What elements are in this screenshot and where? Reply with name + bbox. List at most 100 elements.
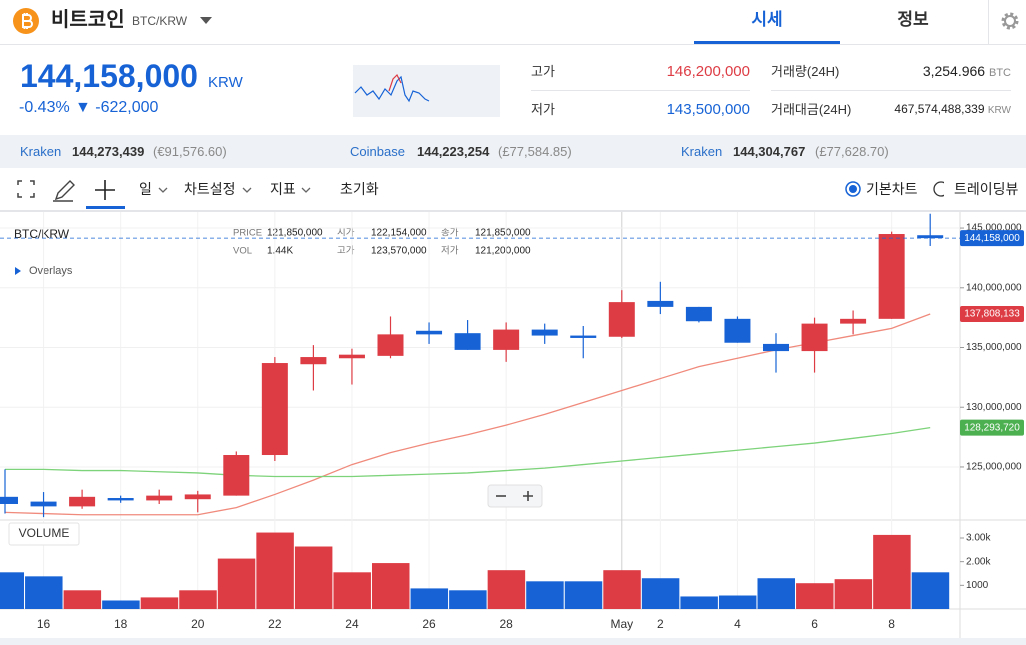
candle-body [878, 234, 905, 319]
candle-body [377, 334, 404, 356]
info-value: 122,154,000 [371, 228, 427, 239]
price-tag [960, 305, 1024, 322]
exchange-converted: (€91,576.60) [153, 144, 227, 159]
exchange-name: Kraken [681, 144, 723, 159]
overlays-toggle[interactable] [15, 267, 21, 275]
candle-body [763, 343, 789, 352]
overlays[interactable]: Overlays [29, 265, 73, 277]
stat-value: 146,200,000 [666, 63, 750, 80]
candle-body [107, 498, 134, 501]
candle-body [531, 329, 558, 336]
tab[interactable]: 정보 [897, 10, 929, 29]
price-tag-label: 144,158,000 [964, 233, 1020, 244]
volume-bar [757, 578, 795, 609]
change-amount: ▼ -622,000 [75, 99, 159, 116]
stat-value: 3,254.966 BTC [923, 64, 1011, 79]
current-price: 144,158,000 [20, 58, 198, 94]
volume-bar [256, 532, 294, 609]
candle-body [0, 496, 18, 504]
candle-body [493, 329, 520, 350]
radio-group [845, 181, 944, 197]
crosshair-icon[interactable] [95, 180, 115, 200]
divider [0, 210, 1026, 212]
zoom-in[interactable] [523, 491, 533, 501]
volume-title-box [8, 522, 80, 546]
info-label: 종가 [441, 228, 459, 239]
selected-indicator [86, 206, 125, 209]
zoom-controls [487, 484, 543, 508]
x-tick-label: 20 [191, 617, 205, 631]
y-tick-label: 130,000,000 [966, 402, 1022, 413]
top-bar [0, 0, 1026, 45]
y-tick-label: 140,000,000 [966, 282, 1022, 293]
volume-bar [372, 563, 410, 609]
candle-body [184, 494, 211, 500]
candle-body [917, 235, 944, 239]
candle-body [647, 300, 674, 307]
candle-body [416, 330, 443, 335]
menu-caret [158, 187, 311, 193]
exchange-name: Coinbase [350, 144, 405, 159]
info-label: 저가 [441, 246, 459, 257]
price-unit: KRW [208, 74, 243, 91]
stat-label: 거래량(24H) [771, 64, 840, 79]
pair-dropdown[interactable] [198, 14, 214, 26]
sparkline [353, 65, 500, 117]
volume-bar [333, 572, 371, 609]
price-tag-label: 137,808,133 [964, 309, 1020, 320]
candle-body [300, 357, 327, 365]
y-tick-label: 125,000,000 [966, 462, 1022, 473]
volume-bar [294, 546, 333, 609]
candle-body [685, 306, 712, 322]
volume-bar [25, 576, 63, 609]
fullscreen-icon[interactable] [17, 180, 35, 198]
volume-bar [410, 588, 449, 609]
radio-label[interactable]: 트레이딩뷰 [954, 181, 1019, 197]
tab-active[interactable]: 시세 [694, 0, 840, 44]
draw-icon[interactable] [53, 180, 75, 202]
footer-band [0, 638, 1026, 645]
candle-body [608, 302, 635, 337]
volume-bar [718, 595, 757, 609]
menu[interactable]: 일 [139, 181, 152, 197]
settings-icon[interactable] [998, 9, 1022, 33]
volume-bar [641, 578, 680, 609]
volume-bar [911, 572, 950, 609]
candle-body [69, 496, 96, 507]
volume-tick-label: 1000 [966, 580, 989, 591]
volume-tick-label: 2.00k [966, 556, 991, 567]
volume-bar [526, 581, 564, 609]
menu[interactable]: 지표 [270, 181, 296, 197]
stat-value: 467,574,488,339 KRW [894, 103, 1011, 116]
stat-unit: KRW [987, 105, 1011, 116]
divider [531, 90, 750, 91]
exchange-price: 144,273,439 [72, 144, 145, 159]
candle-body [261, 363, 288, 456]
volume-bar [603, 570, 641, 609]
x-tick-label: 26 [422, 617, 436, 631]
y-tick-label: 145,000,000 [966, 223, 1022, 234]
volume-bar [0, 572, 24, 609]
candle-body [338, 354, 365, 359]
x-tick-label: 6 [811, 617, 818, 631]
candle-body [30, 501, 57, 507]
symbol: BTC/KRW [14, 227, 70, 241]
candle-body [223, 455, 250, 496]
reset-button[interactable]: 초기화 [340, 181, 379, 197]
info-label: 고가 [337, 246, 355, 257]
info-label: PRICE [233, 228, 262, 239]
stat-label: 저가 [531, 102, 555, 117]
x-tick-label: 28 [499, 617, 513, 631]
divider [988, 0, 989, 44]
volume-bar [834, 579, 873, 609]
exchange-price: 144,304,767 [733, 144, 806, 159]
radio-label[interactable]: 기본차트 [866, 181, 918, 197]
exchange-price: 144,223,254 [417, 144, 490, 159]
menu[interactable]: 차트설정 [184, 181, 236, 197]
volume-bar [873, 534, 911, 609]
candle-body [146, 495, 173, 501]
volume-bar [140, 597, 179, 609]
coin-name: 비트코인 [51, 9, 125, 31]
info-value: 121,850,000 [475, 228, 531, 239]
change-rate: -0.43% [19, 99, 70, 116]
